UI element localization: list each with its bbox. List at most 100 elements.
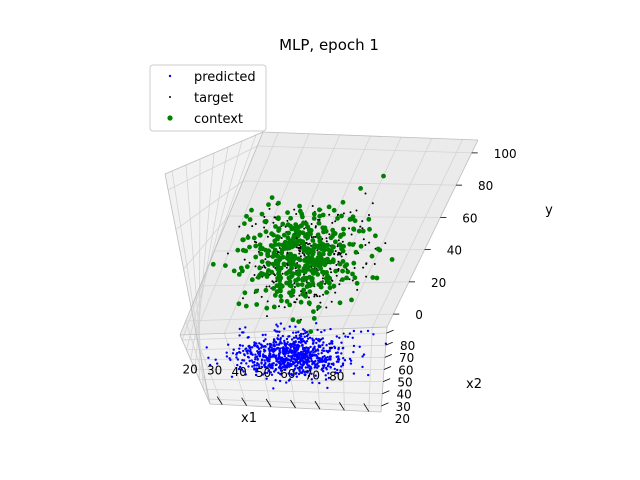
- point-predicted: [277, 366, 281, 369]
- point-context: [284, 299, 290, 304]
- point-context: [298, 223, 303, 229]
- point-predicted: [266, 371, 269, 375]
- point-context: [316, 220, 322, 226]
- point-context: [268, 243, 274, 248]
- point-predicted: [333, 367, 336, 371]
- point-predicted: [290, 372, 293, 376]
- point-context: [341, 226, 346, 232]
- point-predicted: [264, 361, 267, 365]
- point-context: [337, 242, 343, 248]
- point-predicted: [256, 355, 259, 358]
- point-predicted: [315, 337, 318, 341]
- point-predicted: [301, 363, 305, 366]
- point-context: [354, 280, 360, 286]
- gridline-z: [175, 180, 244, 230]
- point-predicted: [262, 353, 265, 356]
- point-predicted: [334, 351, 338, 355]
- series-predicted: [205, 322, 388, 390]
- x1-tick-label: 50: [256, 366, 271, 380]
- point-predicted: [278, 352, 281, 356]
- point-predicted: [321, 343, 324, 347]
- point-predicted: [231, 352, 235, 355]
- point-predicted: [302, 350, 305, 353]
- point-target: [362, 238, 365, 241]
- x2-tick: [386, 329, 394, 334]
- point-target: [264, 258, 267, 261]
- point-predicted: [311, 381, 314, 384]
- point-context: [373, 233, 378, 239]
- point-predicted: [267, 364, 270, 367]
- point-predicted: [283, 362, 286, 366]
- point-predicted: [324, 378, 328, 381]
- point-target: [266, 235, 269, 238]
- point-context: [271, 232, 276, 238]
- point-predicted: [274, 355, 278, 358]
- point-predicted: [352, 350, 355, 354]
- point-predicted: [296, 343, 300, 346]
- point-context: [297, 257, 303, 263]
- point-predicted: [306, 337, 310, 340]
- point-predicted: [278, 330, 281, 333]
- point-predicted: [372, 333, 375, 336]
- point-predicted: [285, 364, 288, 367]
- point-target: [313, 293, 316, 296]
- point-predicted: [291, 373, 295, 376]
- point-predicted: [260, 365, 264, 369]
- point-target: [330, 346, 332, 349]
- point-predicted: [352, 372, 356, 375]
- point-context: [322, 244, 328, 250]
- point-target: [278, 305, 280, 308]
- point-context: [259, 259, 265, 264]
- point-context: [259, 211, 265, 217]
- point-target: [365, 262, 368, 265]
- point-context: [300, 214, 305, 220]
- point-target: [337, 239, 340, 242]
- point-context: [210, 261, 216, 267]
- point-predicted: [251, 365, 254, 368]
- point-predicted: [283, 368, 287, 372]
- point-predicted: [299, 371, 302, 374]
- point-predicted: [306, 371, 309, 374]
- point-predicted: [313, 345, 316, 348]
- x1-tick-label: 70: [305, 368, 320, 382]
- point-predicted: [298, 355, 301, 358]
- point-predicted: [237, 367, 241, 371]
- point-predicted: [272, 350, 275, 353]
- point-context: [292, 255, 298, 261]
- point-target: [325, 306, 328, 309]
- point-context: [257, 265, 263, 271]
- point-predicted: [323, 357, 327, 361]
- point-predicted: [229, 358, 232, 362]
- gridline-y: [190, 146, 229, 360]
- point-target: [335, 274, 338, 277]
- point-target: [351, 279, 354, 282]
- legend-frame: [149, 64, 267, 132]
- point-target: [328, 213, 331, 216]
- point-predicted: [351, 336, 354, 339]
- x2-axis-label: x2: [466, 377, 482, 392]
- point-predicted: [278, 379, 282, 383]
- point-context: [272, 247, 278, 253]
- point-predicted: [263, 345, 267, 348]
- point-predicted: [272, 338, 276, 341]
- point-predicted: [286, 348, 289, 351]
- point-target: [338, 283, 341, 286]
- point-predicted: [280, 373, 283, 376]
- gridline-z: [167, 145, 258, 191]
- point-predicted: [367, 373, 370, 377]
- point-predicted: [322, 347, 325, 350]
- point-predicted: [323, 355, 326, 358]
- point-predicted: [288, 378, 292, 381]
- point-predicted: [252, 361, 256, 364]
- point-context: [347, 217, 353, 222]
- point-context: [324, 290, 329, 295]
- point-context: [241, 237, 246, 243]
- point-target: [368, 214, 370, 216]
- point-target: [263, 226, 266, 229]
- point-predicted: [247, 365, 250, 368]
- point-target: [285, 266, 288, 269]
- point-predicted: [258, 342, 261, 345]
- point-context: [316, 234, 322, 240]
- pane-edge: [164, 173, 211, 405]
